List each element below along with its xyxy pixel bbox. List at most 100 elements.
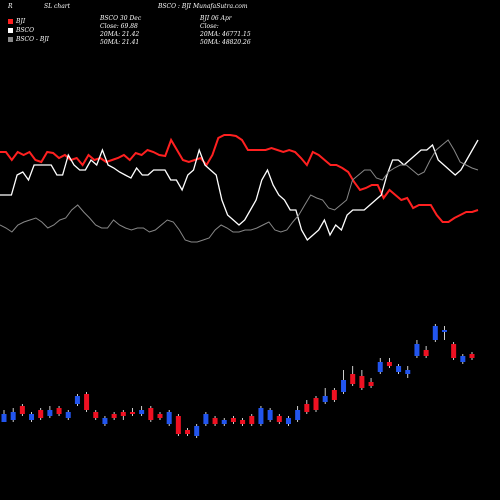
candle: [322, 388, 328, 404]
candle: [230, 416, 236, 424]
candle-body: [56, 408, 62, 414]
candle-body: [102, 418, 108, 424]
legend-swatch-diff: [8, 37, 13, 42]
candle: [148, 406, 154, 422]
candle-body: [194, 426, 200, 436]
candle-body: [423, 350, 429, 356]
chart-left-letter: R: [8, 3, 13, 10]
candle: [295, 406, 301, 422]
candle-body: [469, 354, 475, 358]
candle: [84, 392, 90, 412]
candle-body: [139, 410, 145, 414]
candle-body: [341, 380, 347, 392]
candle: [441, 326, 447, 340]
bji-info-close: Close:: [200, 23, 219, 30]
legend-label-bsco: BSCO: [16, 27, 35, 34]
bsco-info-close: Close: 69.88: [100, 23, 138, 30]
candle-body: [47, 410, 53, 416]
candle: [212, 416, 218, 426]
candle: [38, 408, 44, 420]
candle: [74, 394, 80, 406]
candle: [93, 410, 99, 420]
candle-body: [29, 414, 35, 420]
bsco-info-ma50: 50MA: 21.41: [100, 39, 140, 46]
candle-body: [148, 408, 154, 420]
candle-body: [74, 396, 80, 404]
candle-body: [359, 376, 365, 388]
candle-body: [377, 362, 383, 372]
candle-body: [432, 326, 438, 340]
candle: [249, 414, 255, 426]
bji-info-ma50: 50MA: 48820.26: [200, 39, 251, 46]
candle: [359, 370, 365, 390]
candle: [56, 406, 62, 416]
candle-body: [93, 412, 99, 418]
candle-body: [111, 414, 117, 418]
candle-body: [405, 370, 411, 374]
legend-item-diff: BSCO - BJI: [8, 36, 49, 43]
candle-body: [10, 412, 16, 420]
candle: [350, 366, 356, 386]
candle-body: [1, 414, 7, 422]
candle: [258, 406, 264, 426]
candle-body: [350, 374, 356, 384]
legend-item-bji: BJI: [8, 18, 25, 25]
candle-body: [267, 410, 273, 420]
bji-info-title: BJI 06 Apr: [200, 15, 232, 22]
candle: [221, 418, 227, 426]
bsco-info-ma20: 20MA: 21.42: [100, 31, 140, 38]
candle-body: [175, 416, 181, 434]
candle-body: [185, 430, 191, 434]
candle-body: [249, 416, 255, 424]
legend-label-bji: BJI: [16, 18, 26, 25]
candle: [240, 418, 246, 426]
candle-body: [295, 410, 301, 420]
candle-body: [276, 416, 282, 422]
candle: [368, 378, 374, 388]
candle-body: [396, 366, 402, 372]
candle-body: [38, 410, 44, 418]
legend-swatch-bsco: [8, 28, 13, 33]
candle-body: [451, 344, 457, 358]
candle: [139, 406, 145, 416]
candle-body: [331, 390, 337, 400]
candle: [166, 410, 172, 426]
candle: [304, 400, 310, 414]
candle: [386, 358, 392, 368]
candle-body: [166, 412, 172, 424]
candle: [276, 414, 282, 424]
candle-body: [157, 414, 163, 418]
candle: [157, 412, 163, 420]
candle-body: [258, 408, 264, 424]
candle-body: [414, 344, 420, 356]
candle: [111, 412, 117, 420]
candle-body: [221, 420, 227, 424]
candle-body: [313, 398, 319, 410]
candle: [460, 354, 466, 364]
candle: [194, 424, 200, 438]
candle: [285, 416, 291, 426]
candle-body: [65, 412, 71, 418]
candle: [377, 358, 383, 374]
candle: [267, 408, 273, 422]
candle-body: [230, 418, 236, 422]
candle: [432, 324, 438, 342]
candle: [203, 412, 209, 426]
candle: [341, 370, 347, 394]
candle: [313, 396, 319, 412]
candle: [29, 412, 35, 422]
candle-body: [322, 396, 328, 402]
candle-body: [285, 418, 291, 424]
bji-info-ma20: 20MA: 46771.15: [200, 31, 251, 38]
candle: [414, 340, 420, 358]
legend-label-diff: BSCO - BJI: [16, 36, 50, 43]
chart-label: SL chart: [44, 3, 71, 10]
candle-body: [368, 382, 374, 386]
candle-body: [203, 414, 209, 424]
candle: [1, 410, 7, 422]
candle-body: [441, 330, 447, 332]
candle-body: [84, 394, 90, 410]
bsco-bji-line: [0, 139, 479, 243]
candle: [129, 408, 135, 416]
candle: [120, 410, 126, 420]
